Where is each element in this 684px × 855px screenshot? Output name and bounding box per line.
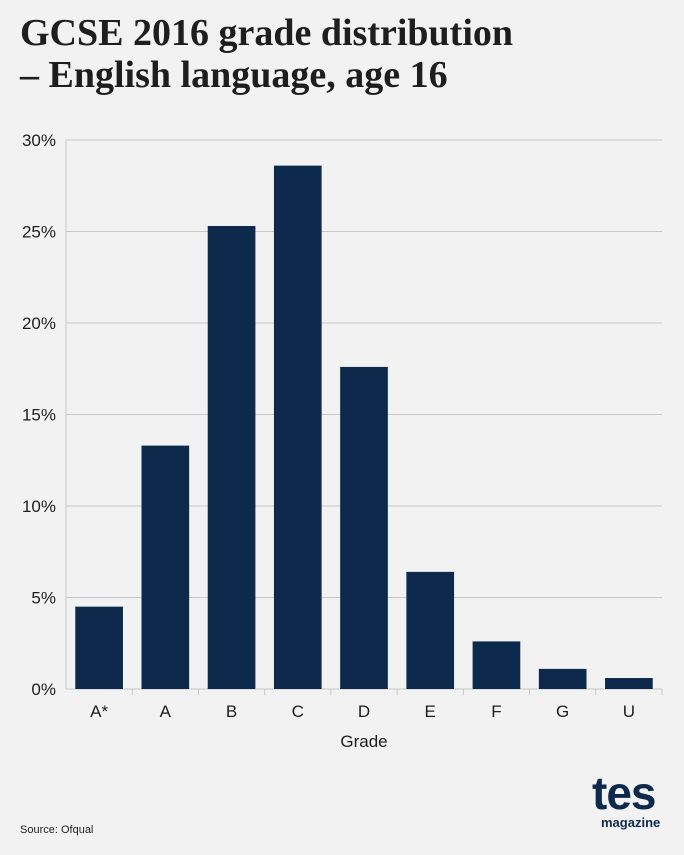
bar-b [207,226,256,689]
title-line-2: – English language, age 16 [20,54,448,96]
bar-f [472,641,521,689]
bar-chart: 0% 5% 10% 15% 20% 25% 30% A* A B C D E F G U Grade [22,131,663,751]
bar-u [605,678,653,689]
bar-g [538,668,587,689]
x-tick-label: G [556,702,569,721]
x-tick-label: D [358,702,370,721]
x-tick-label: B [226,702,237,721]
logo-subtitle: magazine [601,815,661,830]
x-tick-label: U [623,702,635,721]
logo-word: tes [592,767,656,819]
title-line-1: GCSE 2016 grade distribution [20,12,514,54]
y-tick-label: 25% [22,223,56,242]
bar-a [141,445,190,689]
bar-e [406,571,455,689]
y-tick-label: 0% [31,680,56,699]
y-axis-ticks: 0% 5% 10% 15% 20% 25% 30% [22,131,56,699]
tes-magazine-logo: tes magazine [592,770,672,840]
x-tick-label: A* [90,702,108,721]
y-tick-label: 5% [31,589,56,608]
y-tick-label: 10% [22,497,56,516]
bars [75,165,653,689]
x-tick-label: C [292,702,304,721]
chart-title: GCSE 2016 grade distribution – English l… [20,12,660,96]
bar-c [273,165,322,689]
x-axis-title: Grade [340,732,387,751]
bar-d [340,366,388,689]
x-axis-ticks: A* A B C D E F G U [90,689,663,721]
source-note: Source: Ofqual [20,824,94,836]
x-tick-label: F [491,702,501,721]
bar-astar [75,606,123,689]
x-tick-label: A [160,702,172,721]
y-tick-label: 30% [22,131,56,150]
y-tick-label: 20% [22,314,56,333]
y-tick-label: 15% [22,406,56,425]
x-tick-label: E [425,702,436,721]
